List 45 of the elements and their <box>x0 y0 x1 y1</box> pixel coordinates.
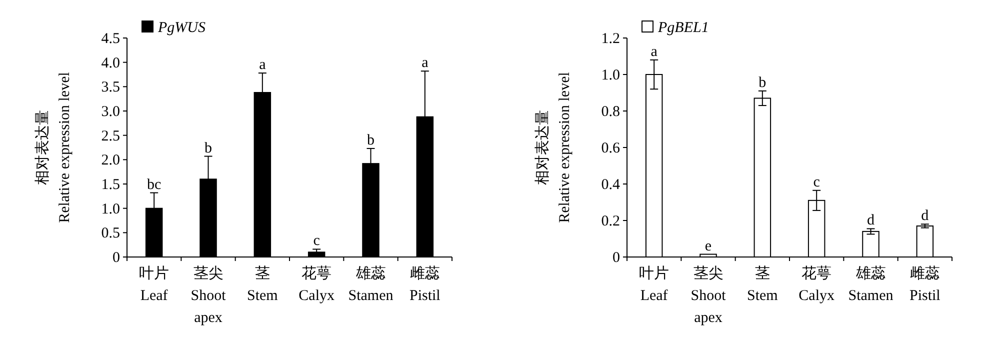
y-tick-label: 0.6 <box>601 140 620 156</box>
x-tick-label: 叶片 Leaf <box>639 265 670 304</box>
y-tick-label: 0 <box>612 250 620 266</box>
y-tick-label: 0.4 <box>601 177 620 193</box>
y-tick-label: 0 <box>112 250 120 266</box>
annotation: b <box>367 132 374 148</box>
annotation: e <box>704 238 712 254</box>
x-tick-label: 雄蕊 Stamen <box>848 265 894 304</box>
x-tick-label: 花萼 Calyx <box>298 265 335 304</box>
annotation: a <box>259 57 266 74</box>
x-tick-label: 叶片 Leaf <box>139 265 170 304</box>
annotation: d <box>921 208 930 224</box>
annotation: d <box>867 212 875 229</box>
y-tick-label: 2.5 <box>101 128 120 144</box>
y-tick-label: 4.0 <box>101 55 120 72</box>
y-tick-label: 2.0 <box>101 152 120 169</box>
x-tick-label: 雄蕊 Stamen <box>348 265 394 304</box>
y-tick-label: 1.5 <box>101 177 120 193</box>
x-tick-label: 茎 Stem <box>746 265 778 304</box>
x-tick-label: 茎尖 Shoot apex <box>190 265 227 326</box>
y-tick-label: 0.8 <box>601 104 620 120</box>
y-tick-label: 4.5 <box>101 31 120 47</box>
y-tick-label: 1.2 <box>601 31 620 47</box>
y-tick-label: 3.5 <box>101 80 120 96</box>
annotation: b <box>204 140 212 156</box>
y-tick-label: 3.0 <box>101 104 120 120</box>
annotation: c <box>313 233 320 250</box>
annotation: bc <box>146 176 162 193</box>
annotation: a <box>422 55 429 72</box>
legend-label: PgBEL1 <box>657 20 709 36</box>
y-axis-title: 相对表达量 Relative expression level <box>34 72 73 223</box>
x-tick-label: 雌蕊 Pistil <box>909 265 940 304</box>
y-tick-label: 0.5 <box>101 226 120 242</box>
annotation: c <box>813 174 820 190</box>
y-tick-label: 0.2 <box>601 214 620 230</box>
x-tick-label: 雌蕊 Pistil <box>409 265 440 304</box>
legend-label: PgWUS <box>157 20 206 36</box>
x-tick-label: 花萼 Calyx <box>798 265 835 304</box>
y-axis-title: 相对表达量 Relative expression level <box>534 72 573 223</box>
annotation: b <box>758 74 766 91</box>
x-tick-label: 茎尖 Shoot apex <box>690 265 727 326</box>
annotation: a <box>650 44 658 60</box>
y-tick-label: 1.0 <box>601 68 620 84</box>
x-tick-label: 茎 Stem <box>246 265 278 304</box>
y-tick-label: 1.0 <box>101 201 120 218</box>
